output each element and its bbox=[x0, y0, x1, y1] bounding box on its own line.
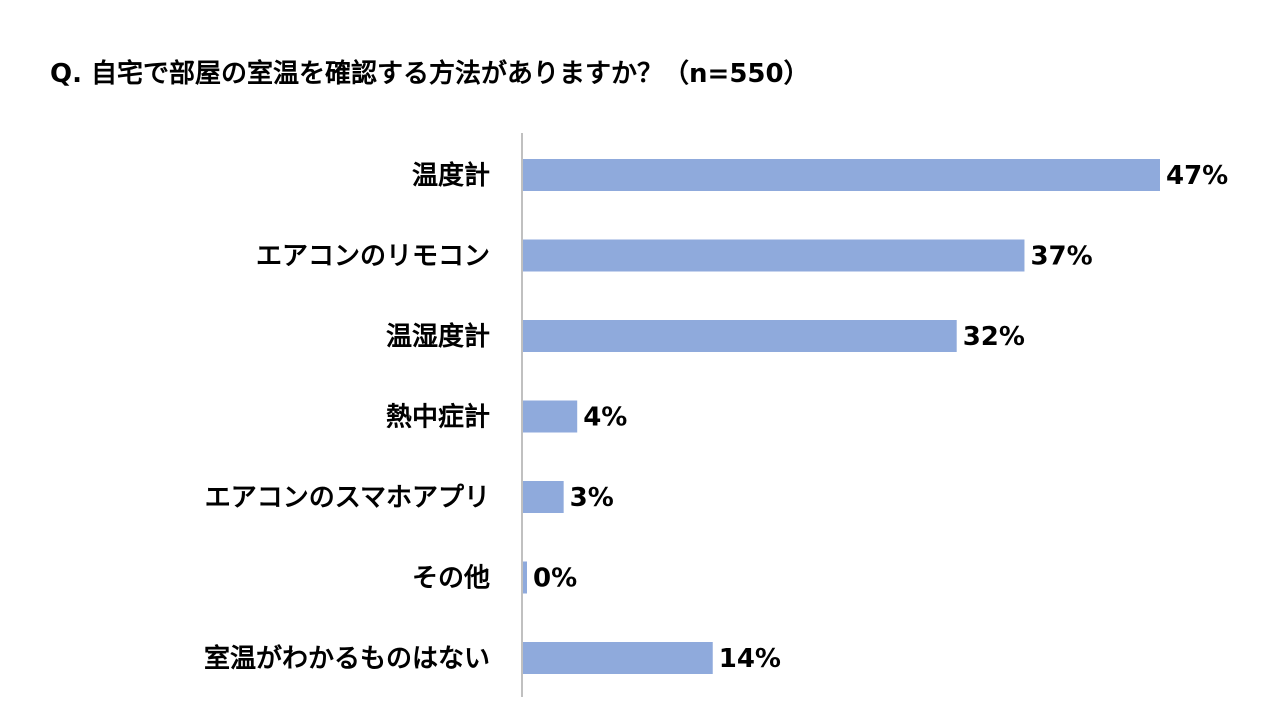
bar bbox=[523, 159, 1160, 191]
bar bbox=[523, 642, 713, 674]
value-label: 4% bbox=[583, 403, 627, 433]
bar bbox=[523, 481, 564, 513]
chart-title: Q. 自宅で部屋の室温を確認する方法がありますか？（n=550） bbox=[50, 58, 810, 89]
value-label: 3% bbox=[570, 483, 614, 513]
category-label: 温湿度計 bbox=[386, 321, 490, 352]
bars-group: 温度計 47% エアコンのリモコン 37% 温湿度計 32% 熱中症計 4% エアコンのスマホア… bbox=[204, 159, 1228, 674]
category-label: その他 bbox=[412, 564, 490, 594]
value-label: 32% bbox=[963, 322, 1025, 352]
category-label: エアコンのリモコン bbox=[256, 242, 490, 272]
bar bbox=[523, 561, 527, 594]
value-label: 14% bbox=[719, 644, 781, 674]
value-label: 37% bbox=[1030, 242, 1092, 272]
category-label: 温度計 bbox=[412, 160, 490, 191]
value-label: 0% bbox=[533, 564, 577, 594]
category-label: 熱中症計 bbox=[386, 402, 490, 433]
category-label: 室温がわかるものはない bbox=[204, 643, 490, 674]
value-label: 47% bbox=[1166, 161, 1228, 191]
bar bbox=[523, 320, 957, 352]
bar bbox=[523, 239, 1025, 272]
bar bbox=[523, 400, 578, 433]
category-label: エアコンのスマホアプリ bbox=[205, 483, 490, 513]
